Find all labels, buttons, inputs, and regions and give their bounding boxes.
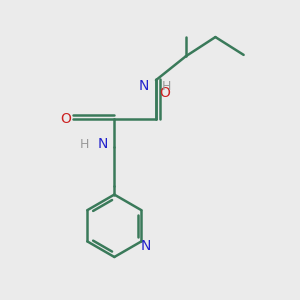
Text: N: N	[141, 239, 151, 253]
Text: O: O	[159, 86, 170, 100]
Text: H: H	[80, 138, 89, 151]
Text: O: O	[60, 112, 71, 126]
Text: N: N	[97, 137, 108, 151]
Text: N: N	[139, 79, 149, 93]
Text: H: H	[162, 80, 171, 93]
